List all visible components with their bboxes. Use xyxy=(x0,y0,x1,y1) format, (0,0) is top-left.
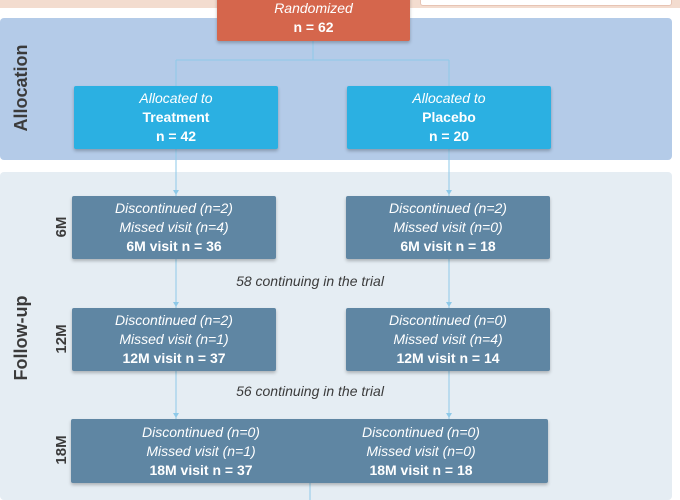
allocation-arm: Treatment xyxy=(142,109,210,125)
arrowhead xyxy=(173,413,179,418)
followup-6m-placebo-box: Discontinued (n=2) Missed visit (n=0) 6M… xyxy=(346,196,550,259)
allocation-treatment-box: Allocated to Treatment n = 42 xyxy=(74,86,278,149)
visit-count-text: 18M visit n = 37 xyxy=(149,461,253,478)
missed-visit-text: Missed visit (n=4) xyxy=(393,331,503,347)
visit-count-text: 6M visit n = 18 xyxy=(400,238,496,254)
followup-6m-treatment-box: Discontinued (n=2) Missed visit (n=4) 6M… xyxy=(72,196,276,259)
followup-18m-placebo: Discontinued (n=0) Missed visit (n=0) 18… xyxy=(321,419,521,483)
top-right-box xyxy=(420,0,672,6)
allocation-arm: Placebo xyxy=(422,109,476,125)
arrowhead xyxy=(446,302,452,307)
arrowhead xyxy=(173,302,179,307)
followup-12m-placebo-box: Discontinued (n=0) Missed visit (n=4) 12… xyxy=(346,308,550,371)
missed-visit-text: Missed visit (n=1) xyxy=(146,442,256,459)
timepoint-label-12m: 12M xyxy=(53,324,70,354)
followup-12m-treatment-box: Discontinued (n=2) Missed visit (n=1) 12… xyxy=(72,308,276,371)
arrowhead xyxy=(446,190,452,195)
allocation-prefix: Allocated to xyxy=(412,90,486,106)
arrowhead xyxy=(173,190,179,195)
discontinued-text: Discontinued (n=0) xyxy=(389,312,507,328)
randomized-label: Randomized xyxy=(274,0,353,16)
timepoint-label-18m: 18M xyxy=(53,435,70,465)
discontinued-text: Discontinued (n=2) xyxy=(389,200,507,216)
continuing-note-after-6m: 58 continuing in the trial xyxy=(236,273,384,289)
discontinued-text: Discontinued (n=2) xyxy=(115,312,233,328)
missed-visit-text: Missed visit (n=4) xyxy=(119,219,229,235)
missed-visit-text: Missed visit (n=0) xyxy=(393,219,503,235)
followup-18m-treatment: Discontinued (n=0) Missed visit (n=1) 18… xyxy=(101,419,301,483)
arrowhead xyxy=(446,413,452,418)
phase-label-allocation: Allocation xyxy=(11,44,31,132)
allocation-count: n = 42 xyxy=(155,128,197,144)
discontinued-text: Discontinued (n=0) xyxy=(142,423,260,440)
discontinued-text: Discontinued (n=2) xyxy=(115,200,233,216)
timepoint-label-6m: 6M xyxy=(53,216,70,238)
allocation-count: n = 20 xyxy=(428,128,470,144)
visit-count-text: 18M visit n = 18 xyxy=(369,461,473,478)
allocation-prefix: Allocated to xyxy=(139,90,213,106)
allocation-placebo-box: Allocated to Placebo n = 20 xyxy=(347,86,551,149)
visit-count-text: 6M visit n = 36 xyxy=(126,238,222,254)
randomized-box: Randomized n = 62 xyxy=(217,0,410,41)
missed-visit-text: Missed visit (n=1) xyxy=(119,331,229,347)
continuing-note-after-12m: 56 continuing in the trial xyxy=(236,383,384,399)
discontinued-text: Discontinued (n=0) xyxy=(362,423,480,440)
visit-count-text: 12M visit n = 14 xyxy=(396,350,500,366)
randomized-count: n = 62 xyxy=(293,18,334,35)
visit-count-text: 12M visit n = 37 xyxy=(122,350,226,366)
followup-18m-box: Discontinued (n=0) Missed visit (n=1) 18… xyxy=(71,419,548,483)
missed-visit-text: Missed visit (n=0) xyxy=(366,442,476,459)
phase-label-follow-up: Follow-up xyxy=(11,295,31,381)
